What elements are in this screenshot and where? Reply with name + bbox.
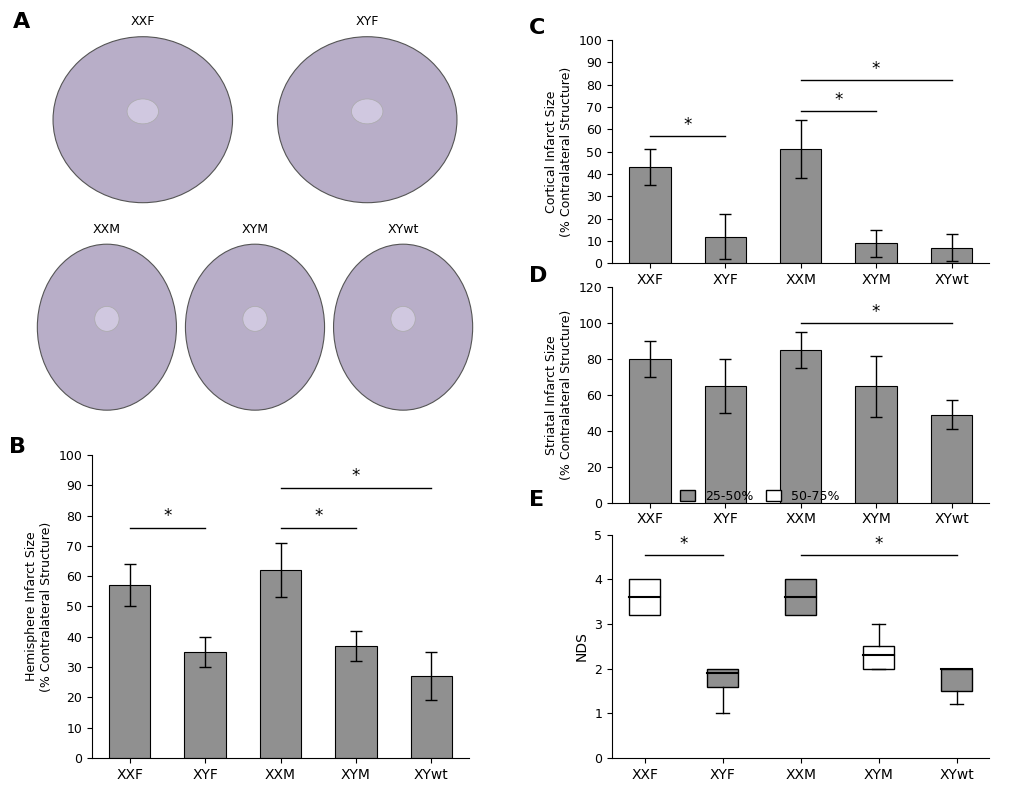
Y-axis label: Cortical Infarct Size
(% Contralateral Structure): Cortical Infarct Size (% Contralateral S…: [544, 66, 573, 237]
Y-axis label: NDS: NDS: [574, 631, 588, 662]
Text: E: E: [529, 490, 543, 510]
Text: *: *: [871, 303, 879, 322]
Legend: 25-50%, 50-75%: 25-50%, 50-75%: [675, 485, 844, 508]
Ellipse shape: [333, 244, 472, 410]
Bar: [109, 585, 150, 758]
Ellipse shape: [185, 244, 324, 410]
Bar: [855, 243, 896, 263]
Bar: [629, 359, 669, 503]
Text: *: *: [352, 467, 360, 485]
Bar: [862, 646, 894, 669]
Bar: [930, 415, 971, 503]
Text: *: *: [679, 535, 687, 552]
Ellipse shape: [352, 99, 382, 124]
Bar: [704, 386, 745, 503]
Bar: [335, 646, 376, 758]
Text: XYF: XYF: [356, 15, 378, 29]
Text: *: *: [871, 60, 879, 78]
Bar: [706, 669, 738, 686]
Bar: [260, 570, 301, 758]
Text: XXF: XXF: [130, 15, 155, 29]
Text: *: *: [314, 507, 322, 524]
Ellipse shape: [390, 306, 415, 331]
Bar: [941, 669, 971, 691]
Ellipse shape: [243, 306, 267, 331]
Bar: [629, 579, 659, 615]
Text: XYM: XYM: [242, 223, 268, 236]
Text: XYwt: XYwt: [387, 223, 419, 236]
Text: XXM: XXM: [93, 223, 121, 236]
Bar: [184, 652, 225, 758]
Text: A: A: [12, 12, 30, 32]
Bar: [780, 149, 820, 263]
Bar: [930, 247, 971, 263]
Text: *: *: [683, 116, 691, 134]
Bar: [785, 579, 815, 615]
Bar: [411, 676, 451, 758]
Text: *: *: [163, 507, 171, 524]
Text: *: *: [873, 535, 882, 552]
Ellipse shape: [53, 37, 232, 203]
Bar: [855, 386, 896, 503]
Text: *: *: [834, 91, 842, 109]
Bar: [780, 350, 820, 503]
Bar: [704, 236, 745, 263]
Ellipse shape: [38, 244, 176, 410]
Bar: [629, 168, 669, 263]
Ellipse shape: [127, 99, 158, 124]
Text: C: C: [529, 18, 545, 38]
Y-axis label: Hemisphere Infarct Size
(% Contralateral Structure): Hemisphere Infarct Size (% Contralateral…: [24, 521, 53, 692]
Y-axis label: Striatal Infarct Size
(% Contralateral Structure): Striatal Infarct Size (% Contralateral S…: [544, 310, 573, 480]
Text: D: D: [529, 266, 547, 286]
Ellipse shape: [277, 37, 457, 203]
Text: B: B: [9, 437, 25, 456]
Ellipse shape: [95, 306, 119, 331]
